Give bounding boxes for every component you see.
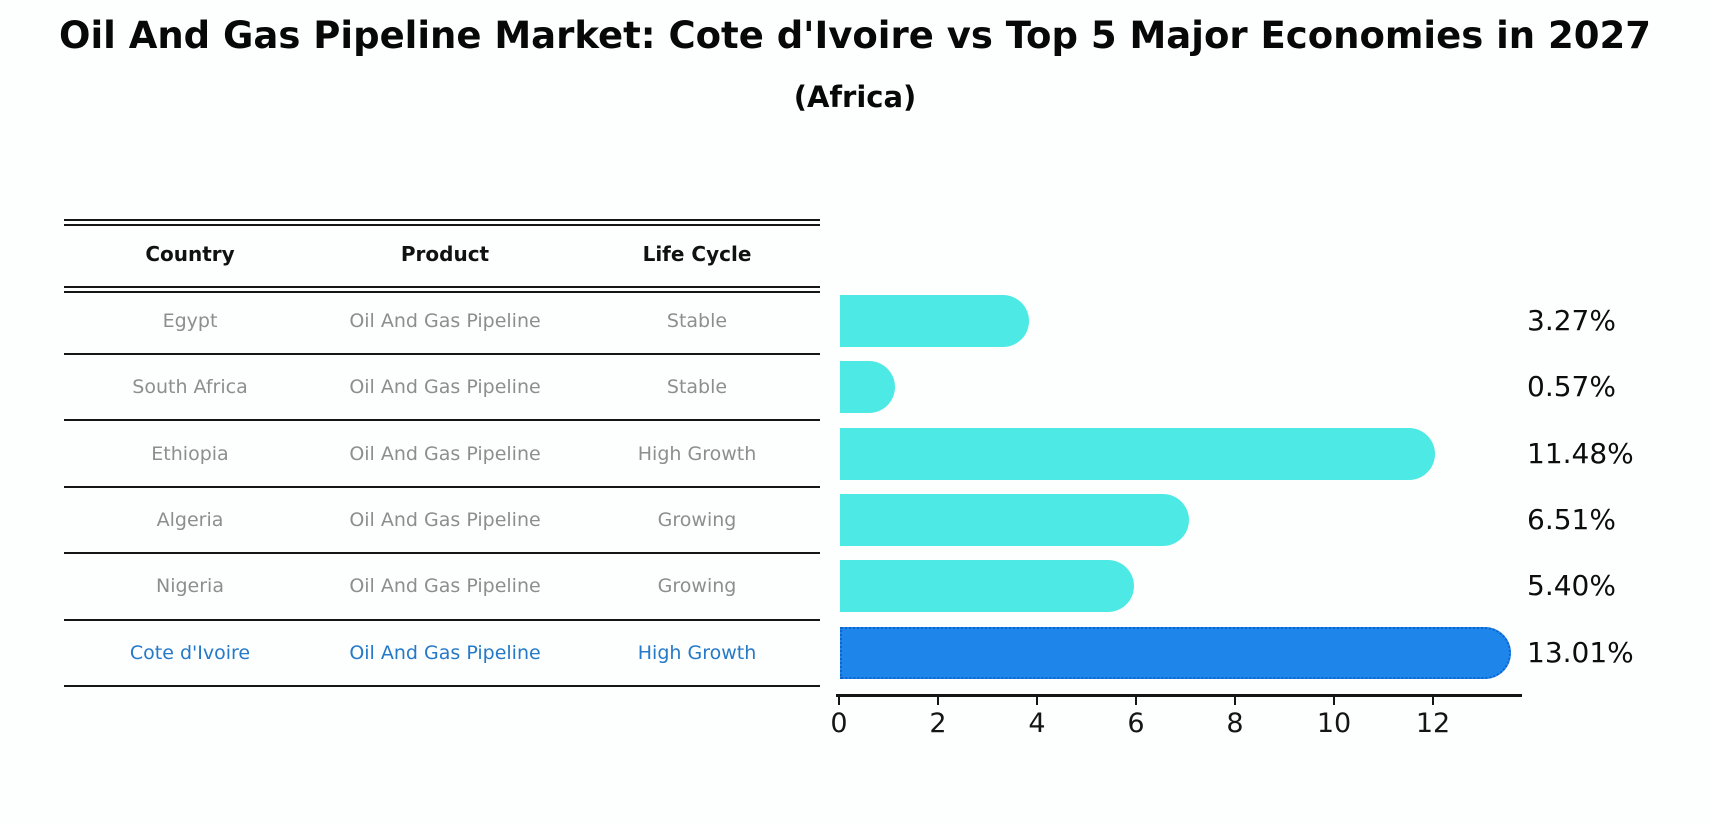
x-tick-label: 2 — [929, 708, 947, 739]
value-label: 6.51% — [1527, 502, 1616, 536]
table-rule — [64, 286, 820, 288]
value-label: 3.27% — [1527, 303, 1616, 337]
table-rule — [64, 552, 820, 554]
x-tick-label: 12 — [1415, 708, 1451, 739]
table-cell-country: Egypt — [162, 310, 218, 332]
table-header-life-cycle: Life Cycle — [642, 242, 752, 266]
chart-subtitle: (Africa) — [793, 80, 917, 114]
table-cell-product: Oil And Gas Pipeline — [349, 509, 541, 531]
table-cell-country: Cote d'Ivoire — [129, 642, 251, 664]
table-header-country: Country — [145, 242, 235, 266]
bar — [840, 560, 1134, 612]
table-cell-life-cycle: High Growth — [637, 642, 757, 664]
x-axis-line — [836, 694, 1522, 697]
table-cell-country: Nigeria — [156, 575, 224, 597]
value-label: 5.40% — [1527, 568, 1616, 602]
x-tick — [937, 695, 939, 705]
bar — [840, 295, 1029, 347]
x-tick-label: 4 — [1028, 708, 1046, 739]
table-rule — [64, 219, 820, 221]
table-cell-life-cycle: High Growth — [637, 443, 757, 465]
table-cell-country: South Africa — [132, 376, 248, 398]
value-label: 11.48% — [1527, 436, 1634, 470]
x-tick — [1036, 695, 1038, 705]
x-tick — [838, 695, 840, 705]
table-rule — [64, 290, 820, 293]
table-rule — [64, 619, 820, 621]
table-rule — [64, 223, 820, 226]
chart-title: Oil And Gas Pipeline Market: Cote d'Ivoi… — [59, 14, 1651, 57]
table-cell-country: Ethiopia — [151, 443, 229, 465]
bar — [840, 428, 1435, 480]
table-cell-life-cycle: Growing — [657, 575, 737, 597]
value-label: 0.57% — [1527, 369, 1616, 403]
x-tick-label: 10 — [1316, 708, 1352, 739]
x-tick — [1333, 695, 1335, 705]
value-label: 13.01% — [1527, 635, 1634, 669]
bar-highlight-cote-divoire — [840, 627, 1511, 679]
table-cell-product: Oil And Gas Pipeline — [349, 376, 541, 398]
bar — [840, 361, 895, 413]
bar — [840, 494, 1189, 546]
x-tick — [1432, 695, 1434, 705]
table-rule — [64, 685, 820, 687]
x-tick — [1234, 695, 1236, 705]
x-tick-label: 8 — [1226, 708, 1244, 739]
x-tick — [1135, 695, 1137, 705]
table-cell-product: Oil And Gas Pipeline — [349, 310, 541, 332]
table-cell-life-cycle: Growing — [657, 509, 737, 531]
table-header-product: Product — [400, 242, 490, 266]
table-cell-life-cycle: Stable — [666, 376, 728, 398]
table-cell-product: Oil And Gas Pipeline — [349, 443, 541, 465]
table-rule — [64, 353, 820, 355]
table-cell-life-cycle: Stable — [666, 310, 728, 332]
table-rule — [64, 419, 820, 421]
x-tick-label: 0 — [830, 708, 848, 739]
table-cell-product: Oil And Gas Pipeline — [349, 642, 541, 664]
x-tick-label: 6 — [1127, 708, 1145, 739]
table-cell-country: Algeria — [156, 509, 224, 531]
table-cell-product: Oil And Gas Pipeline — [349, 575, 541, 597]
table-rule — [64, 486, 820, 488]
